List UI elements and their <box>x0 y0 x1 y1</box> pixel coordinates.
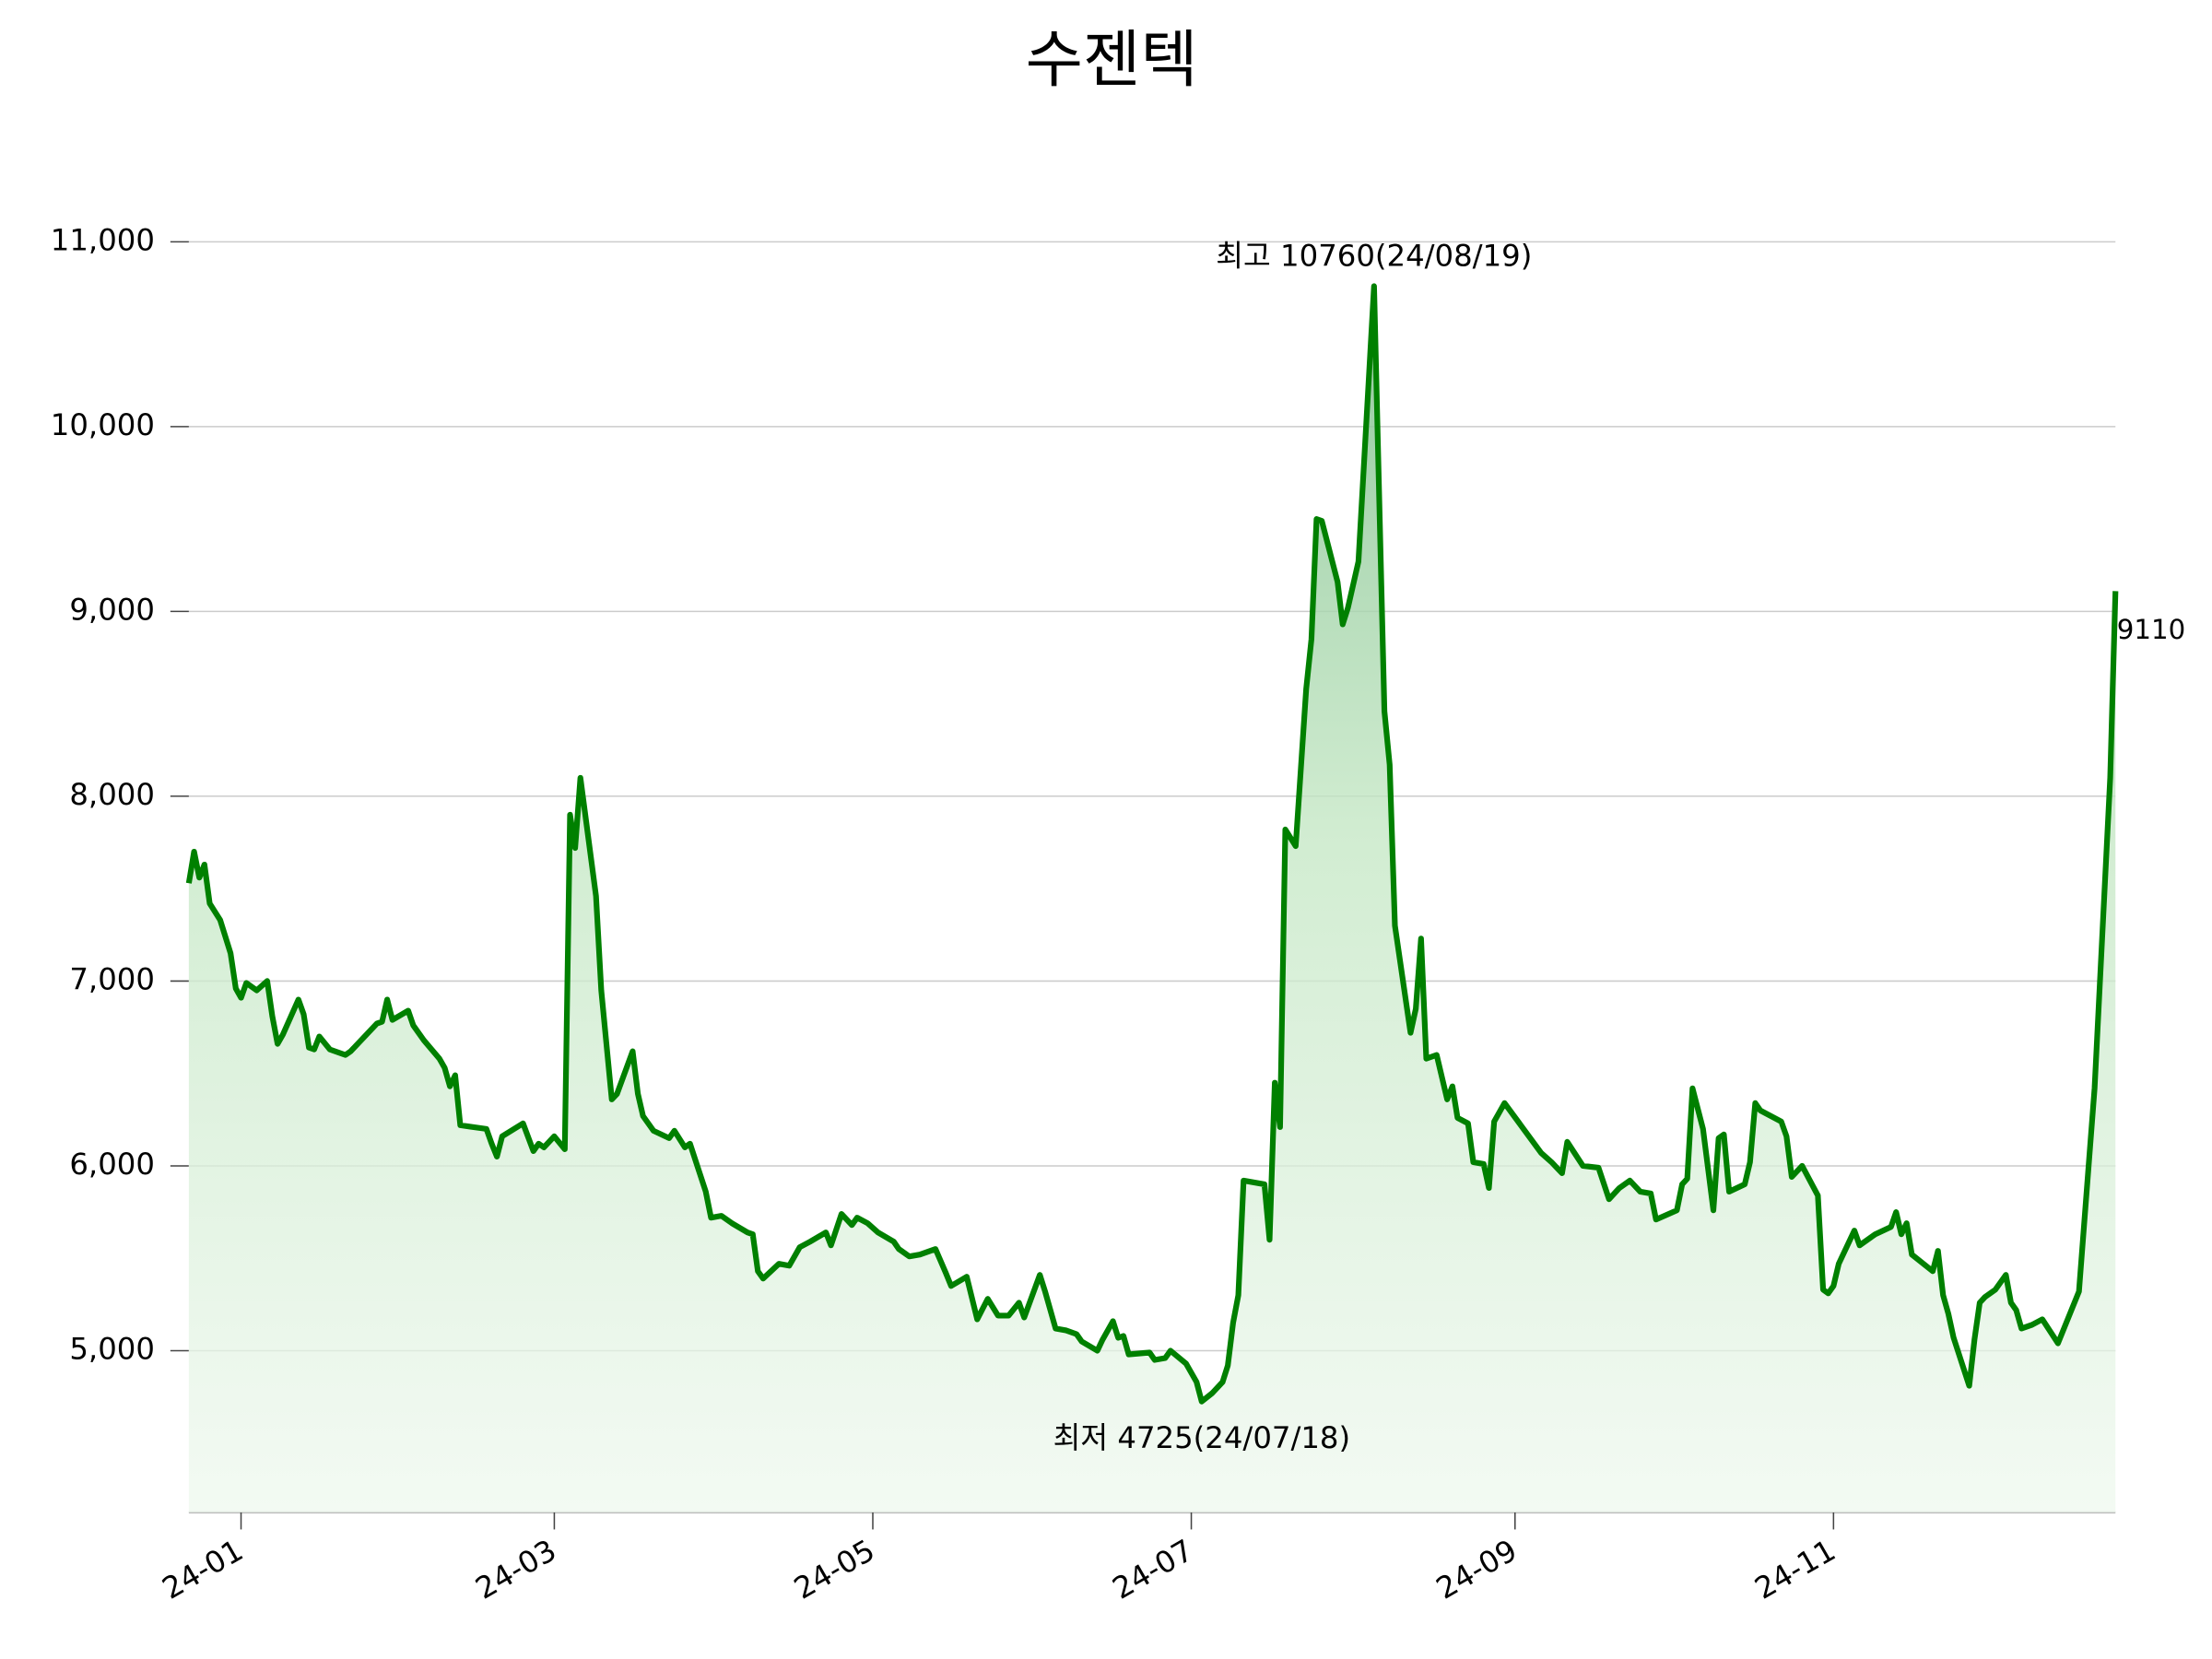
y-tick-label: 5,000 <box>69 1331 155 1366</box>
y-tick-label: 6,000 <box>69 1147 155 1182</box>
price-line <box>185 283 2119 1405</box>
chart-title: 수젠텍 <box>1026 23 1198 96</box>
x-tick-label: 24-01 <box>157 1533 249 1606</box>
area-fill <box>188 286 2116 1512</box>
x-tick-label: 24-11 <box>1748 1533 1841 1606</box>
y-tick-label: 10,000 <box>51 407 155 442</box>
y-tick-label: 9,000 <box>69 592 155 627</box>
x-tick-label: 24-09 <box>1430 1533 1523 1606</box>
min-annotation: 최저 4725(24/07/18) <box>1053 1420 1350 1455</box>
x-tick-label: 24-07 <box>1107 1533 1199 1606</box>
last-value-label: 9110 <box>2117 614 2185 645</box>
x-tick-label: 24-05 <box>788 1533 880 1606</box>
y-tick-label: 8,000 <box>69 777 155 812</box>
max-annotation: 최고 10760(24/08/19) <box>1216 239 1532 274</box>
y-tick-label: 7,000 <box>69 961 155 996</box>
x-tick-label: 24-03 <box>470 1533 562 1606</box>
y-tick-label: 11,000 <box>51 222 155 257</box>
